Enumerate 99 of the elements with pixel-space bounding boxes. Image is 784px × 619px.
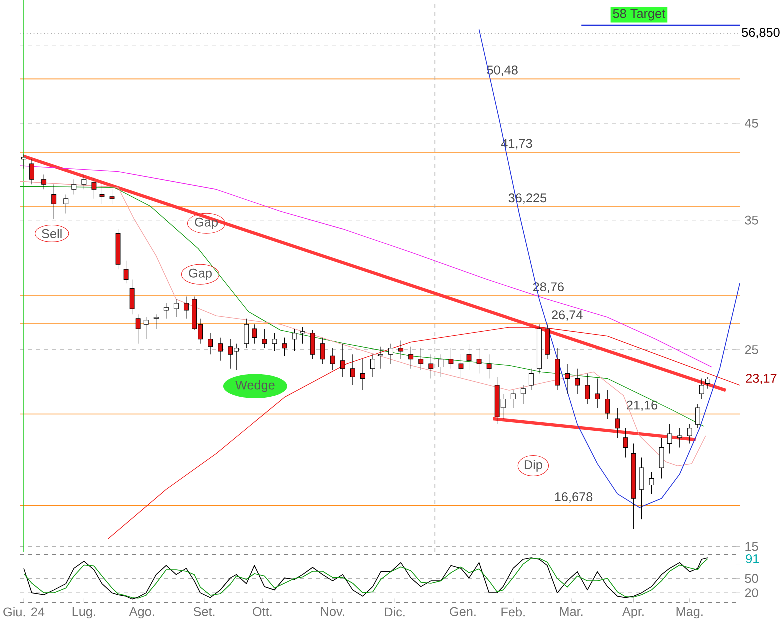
candlestick bbox=[22, 154, 26, 170]
candlestick bbox=[408, 346, 414, 370]
candlestick bbox=[398, 340, 404, 360]
candlestick bbox=[677, 428, 682, 448]
candlestick bbox=[659, 438, 664, 480]
candlestick bbox=[649, 472, 654, 495]
candlestick bbox=[458, 354, 464, 380]
candlestick bbox=[699, 378, 704, 400]
candlestick bbox=[64, 194, 69, 214]
candlestick bbox=[130, 280, 135, 316]
candlestick bbox=[585, 374, 590, 405]
candlestick bbox=[72, 180, 77, 196]
line-series bbox=[478, 29, 740, 508]
x-tick-label: Mag. bbox=[676, 608, 703, 619]
ref-line-label: 58 Target bbox=[613, 9, 666, 21]
line-series bbox=[20, 186, 704, 427]
candlestick bbox=[292, 328, 298, 352]
annotation: Gap bbox=[189, 269, 212, 280]
ref-line-label: 16,678 bbox=[555, 492, 593, 504]
candlestick bbox=[320, 338, 326, 364]
x-tick-label: Gen. bbox=[450, 608, 476, 617]
y-tick-label: 50 bbox=[745, 574, 758, 584]
candlestick bbox=[388, 344, 394, 364]
candlestick bbox=[340, 344, 346, 378]
candlestick bbox=[418, 348, 424, 371]
candlestick bbox=[282, 338, 288, 357]
annotation: Gap bbox=[195, 218, 218, 230]
x-tick-label: Dic. bbox=[385, 608, 405, 617]
candlestick bbox=[100, 184, 105, 205]
candlestick bbox=[252, 324, 258, 344]
x-tick-label: Lug. bbox=[72, 608, 96, 619]
y-tick-label: 15 bbox=[746, 542, 758, 552]
candlestick bbox=[438, 354, 444, 378]
candlestick bbox=[486, 354, 492, 380]
x-tick-label: Nov. bbox=[321, 608, 344, 616]
candlestick bbox=[687, 424, 692, 444]
candlestick bbox=[695, 404, 700, 429]
candlestick bbox=[595, 378, 600, 409]
candlestick bbox=[262, 328, 268, 349]
text: 91 bbox=[746, 554, 760, 564]
x-tick-label: Ott. bbox=[253, 608, 272, 617]
ref-line-label: 26,74 bbox=[552, 310, 583, 322]
candlestick bbox=[300, 327, 306, 344]
candlestick bbox=[520, 385, 526, 405]
candlestick bbox=[639, 458, 644, 520]
y-tick-label: 35 bbox=[745, 216, 758, 225]
candlestick bbox=[310, 330, 316, 360]
x-tick-label: Feb. bbox=[502, 608, 525, 617]
candlestick bbox=[208, 333, 214, 356]
candlestick bbox=[92, 178, 97, 200]
candlestick bbox=[42, 174, 47, 190]
candlestick bbox=[615, 408, 620, 438]
candlestick bbox=[82, 174, 87, 190]
candlestick bbox=[378, 346, 384, 370]
candlestick bbox=[705, 376, 710, 390]
candlestick bbox=[52, 184, 57, 220]
annotation: Wedge bbox=[236, 380, 275, 392]
x-tick-label: Set. bbox=[194, 608, 215, 617]
candlestick bbox=[575, 368, 580, 394]
ref-line-label: 56,850 bbox=[742, 28, 780, 39]
candlestick bbox=[110, 190, 115, 205]
candlestick bbox=[448, 348, 454, 370]
candlestick bbox=[136, 314, 141, 344]
candlestick bbox=[370, 354, 376, 378]
candlestick bbox=[510, 390, 516, 409]
candlestick bbox=[164, 303, 169, 320]
candlestick bbox=[466, 344, 472, 371]
candlestick bbox=[244, 318, 250, 349]
line-series bbox=[108, 327, 740, 540]
candlestick bbox=[174, 299, 179, 318]
candlestick bbox=[330, 348, 336, 371]
candlestick bbox=[528, 368, 534, 391]
line-series bbox=[20, 166, 712, 368]
annotation: Dip bbox=[524, 460, 542, 472]
x-tick-label: Giu. 24 bbox=[4, 608, 45, 617]
text: 23,17 bbox=[746, 374, 777, 385]
candlestick bbox=[667, 424, 672, 454]
candlestick bbox=[623, 428, 628, 458]
x-tick-label: Ago. bbox=[129, 608, 154, 619]
ref-line-label: 21,16 bbox=[627, 400, 658, 412]
candlestick bbox=[565, 364, 570, 394]
y-tick-label: 45 bbox=[745, 119, 758, 128]
candlestick bbox=[184, 296, 189, 320]
annotation: Sell bbox=[42, 229, 62, 239]
x-tick-label: Apr. bbox=[622, 608, 644, 619]
candlestick bbox=[428, 354, 434, 380]
candlestick bbox=[124, 260, 129, 284]
candlestick bbox=[144, 317, 149, 340]
y-tick-label: 20 bbox=[745, 588, 758, 598]
candlestick bbox=[272, 333, 278, 352]
candlestick bbox=[218, 338, 224, 362]
candlestick bbox=[154, 314, 159, 330]
candlestick bbox=[360, 359, 366, 391]
candlestick bbox=[605, 390, 610, 420]
candlestick bbox=[30, 159, 35, 186]
candlestick bbox=[476, 348, 482, 374]
x-tick-label: Mar. bbox=[560, 608, 583, 616]
candlestick bbox=[350, 354, 356, 386]
y-tick-label: 25 bbox=[745, 346, 758, 355]
